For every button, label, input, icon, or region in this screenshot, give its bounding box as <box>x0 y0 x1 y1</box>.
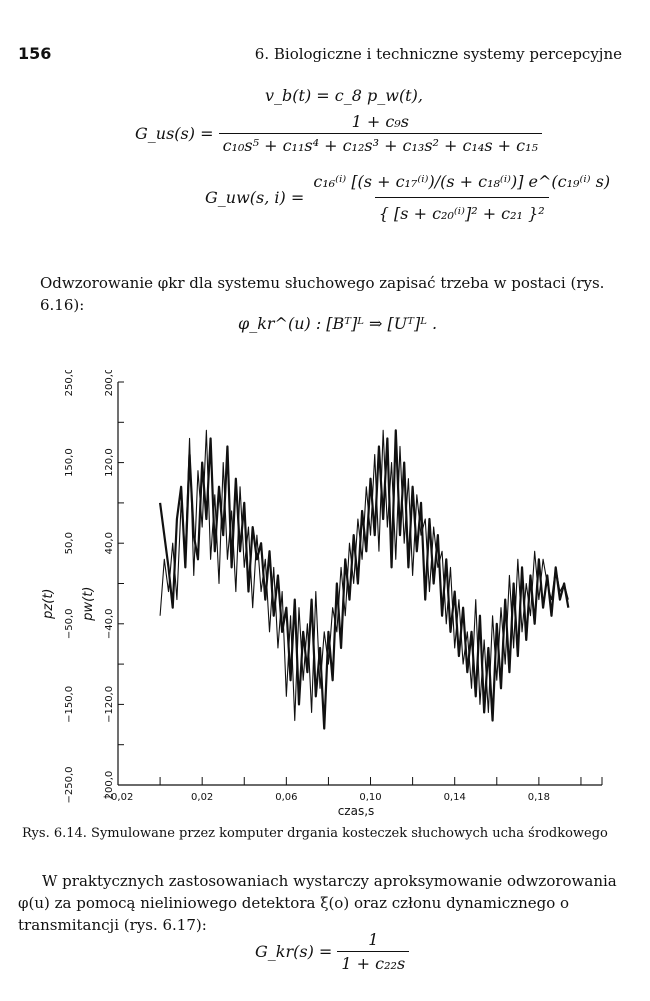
y-tick-label: −250,0 <box>64 766 75 803</box>
equation-guw-lhs: G_uw(s, i) = <box>205 188 305 207</box>
paragraph-mapping-intro: Odwzorowanie φkr dla systemu słuchowego … <box>40 274 605 314</box>
x-tick-label: 0,06 <box>275 792 297 803</box>
equation-gkr-numerator: 1 <box>368 930 379 949</box>
y-tick-label: 200,0 <box>104 771 115 800</box>
equation-gkr-lhs: G_kr(s) = <box>255 942 333 961</box>
y-tick-label: 250,0 <box>64 370 75 396</box>
y-tick-label: −150,0 <box>64 686 75 723</box>
equation-gkr-fraction: 1 1 + c₂₂s <box>337 930 410 973</box>
equation-gus: G_us(s) = 1 + c₉s c₁₀s⁵ + c₁₁s⁴ + c₁₂s³ … <box>135 112 542 155</box>
series-line-thick <box>158 429 570 730</box>
y-tick-label: 200,0 <box>104 370 115 396</box>
equation-gkr-denominator: 1 + c₂₂s <box>337 951 410 973</box>
y-tick-label: 150,0 <box>64 448 75 477</box>
equation-guw-numerator: c₁₆⁽ⁱ⁾ [(s + c₁₇⁽ⁱ⁾)/(s + c₁₈⁽ⁱ⁾)] e^(c₁… <box>313 172 611 191</box>
y-tick-label: −120,0 <box>104 686 115 723</box>
equation-gus-fraction: 1 + c₉s c₁₀s⁵ + c₁₁s⁴ + c₁₂s³ + c₁₃s² + … <box>218 112 542 155</box>
y-tick-label: −40,0 <box>104 608 115 639</box>
x-tick-label: 0,14 <box>444 792 466 803</box>
x-tick-label: 0,18 <box>528 792 550 803</box>
x-axis-label: czas,s <box>338 804 375 818</box>
series-line-thin <box>159 429 569 722</box>
equation-gus-lhs: G_us(s) = <box>135 124 214 143</box>
running-title: 6. Biologiczne i techniczne systemy perc… <box>254 45 622 63</box>
y-tick-label: −50,0 <box>64 608 75 639</box>
x-tick-label: −0,02 <box>103 792 134 803</box>
equation-guw: G_uw(s, i) = c₁₆⁽ⁱ⁾ [(s + c₁₇⁽ⁱ⁾)/(s + c… <box>205 172 614 223</box>
y-axis-label: pz(t) <box>41 588 56 619</box>
page-number: 156 <box>18 44 52 63</box>
paragraph-approximation: W praktycznych zastosowaniach wystarczy … <box>18 872 617 934</box>
equation-vb: v_b(t) = c_8 p_w(t), <box>265 86 423 105</box>
equation-guw-fraction: c₁₆⁽ⁱ⁾ [(s + c₁₇⁽ⁱ⁾)/(s + c₁₈⁽ⁱ⁾)] e^(c₁… <box>309 172 614 223</box>
equation-guw-denominator: { [s + c₂₀⁽ⁱ⁾]² + c₂₁ }² <box>374 197 549 223</box>
x-tick-label: 0,02 <box>191 792 213 803</box>
equation-gus-denominator: c₁₀s⁵ + c₁₁s⁴ + c₁₂s³ + c₁₃s² + c₁₄s + c… <box>218 133 542 155</box>
equation-gus-numerator: 1 + c₉s <box>351 112 409 131</box>
figure-caption: Rys. 6.14. Symulowane przez komputer drg… <box>22 826 608 841</box>
equation-mapping: φ_kr^(u) : [Bᵀ]ᴸ ⇒ [Uᵀ]ᴸ . <box>238 314 438 333</box>
ossicle-vibration-chart: −0,02 0,02 0,06 0,10 0,14 0,18 czas,s 250,0 150,… <box>41 370 603 818</box>
y-tick-label: 120,0 <box>104 448 115 477</box>
equation-gkr: G_kr(s) = 1 1 + c₂₂s <box>255 930 410 973</box>
y-tick-label: 50,0 <box>64 532 75 554</box>
chart-layer: −0,02 0,02 0,06 0,10 0,14 0,18 czas,s 250,0 150,… <box>41 370 603 818</box>
y-axis-label: pw(t) <box>81 587 96 622</box>
y-tick-label: 40,0 <box>104 532 115 554</box>
x-tick-label: 0,10 <box>359 792 381 803</box>
